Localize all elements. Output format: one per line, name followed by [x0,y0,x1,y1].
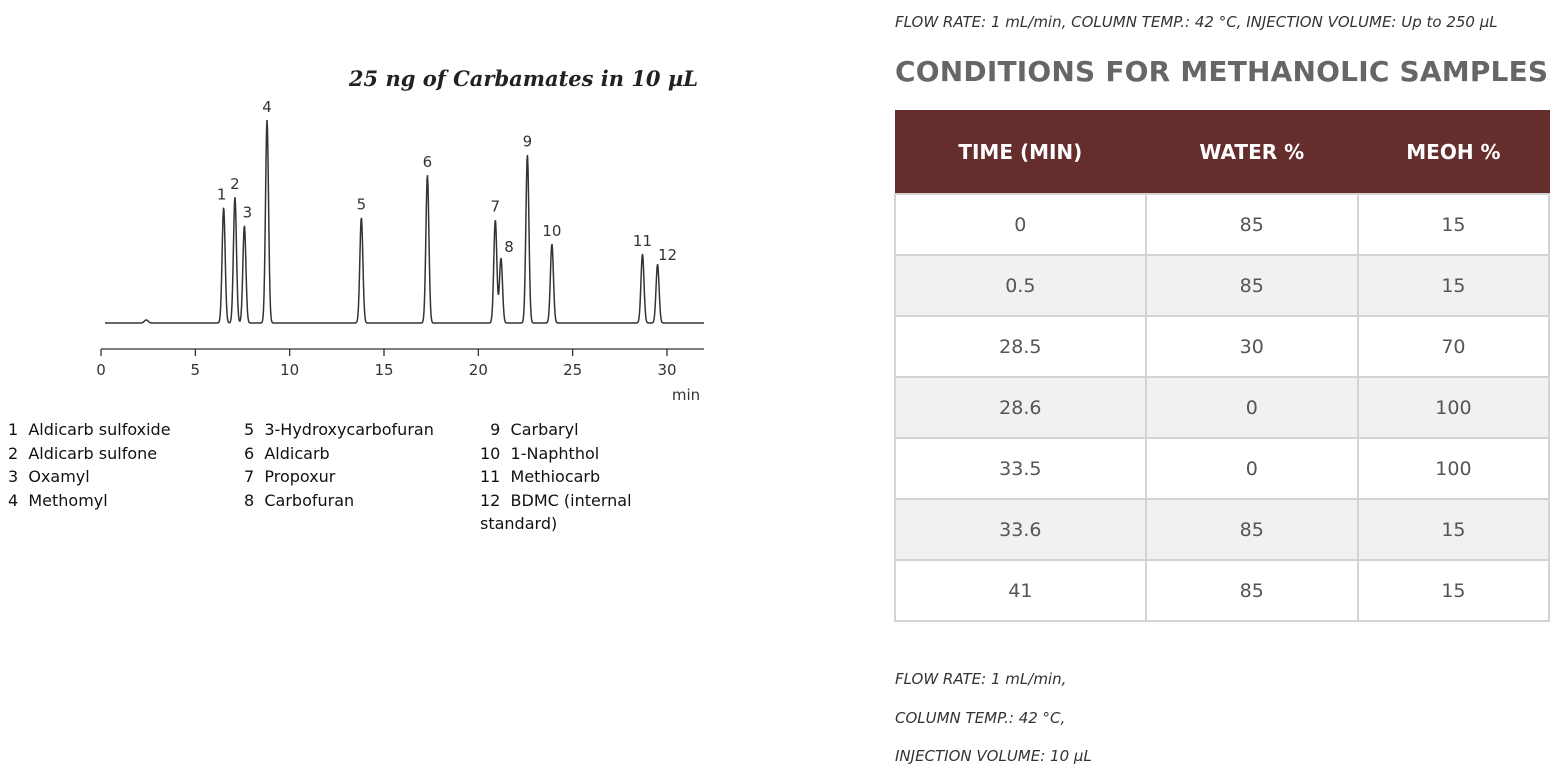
peak-label: 3 [243,204,253,222]
table-cell: 85 [1144,193,1359,256]
table-header-row: TIME (MIN) WATER % MEOH % [894,110,1550,195]
section-title: CONDITIONS FOR METHANOLIC SAMPLES [895,55,1549,88]
table-cell: 30 [1144,315,1359,378]
table-cell: 70 [1356,315,1551,378]
table-cell: 0 [1144,376,1359,439]
peak-label: 7 [491,197,501,215]
column-header-time: TIME (MIN) [894,110,1147,195]
legend-item: 9 Carbaryl [480,420,579,439]
legend-item: 12 BDMC (internal standard) [480,490,637,534]
column-header-meoh: MEOH % [1357,110,1550,195]
table-cell: 85 [1144,498,1359,561]
table-cell: 0 [894,193,1147,256]
table-cell: 0.5 [894,254,1147,317]
table-cell: 28.5 [894,315,1147,378]
peak-label: 12 [658,246,677,264]
peak-label: 9 [523,133,533,151]
x-tick-label: 30 [657,361,676,379]
table-row: 28.6 0 100 [894,376,1551,439]
legend-item: 10 1-Naphthol [480,443,600,463]
peak-label: 1 [217,185,227,203]
table-row: 28.5 30 70 [894,315,1551,378]
peak-label: 11 [633,232,652,250]
table-row: 41 85 15 [894,559,1551,622]
gradient-table: TIME (MIN) WATER % MEOH % 0 85 15 0.5 85 15 28… [894,110,1551,622]
x-tick-label: 5 [191,361,201,379]
legend-item: 8 Carbofuran [244,490,355,510]
chromatogram-chart: 25 ng of Carbamates in 10 µL 12345678910… [96,66,704,404]
peak-label: 5 [357,195,367,213]
peak-label: 10 [542,222,561,240]
table-cell: 100 [1356,437,1551,500]
x-tick-label: 10 [280,361,299,379]
table-cell: 15 [1356,254,1551,317]
legend-column-3: 9 Carbaryl 10 1-Naphthol 11 Methiocarb 12 B… [480,418,670,536]
x-axis-label: min [672,386,700,404]
x-tick-label: 20 [469,361,488,379]
peak-label: 2 [230,175,240,193]
table-cell: 15 [1356,559,1551,622]
table-row: 33.5 0 100 [894,437,1551,500]
column-header-water: WATER % [1145,110,1359,195]
table-cell: 100 [1356,376,1551,439]
legend-item: 7 Propoxur [244,467,336,486]
legend-column-2: 5 3-Hydroxycarbofuran 6 Aldicarb 7 Propoxu… [244,418,434,512]
x-tick-label: 0 [96,361,106,379]
table-cell: 85 [1144,254,1359,317]
column-temp-note: COLUMN TEMP.: 42 °C, [895,709,1066,727]
table-cell: 15 [1356,193,1551,256]
legend-item: 2 Aldicarb sulfone [8,443,158,463]
table-cell: 85 [1144,559,1359,622]
legend-item: 5 3-Hydroxycarbofuran [244,420,434,439]
x-tick-label: 25 [563,361,582,379]
peak-label: 8 [504,238,514,256]
table-cell: 0 [1144,437,1359,500]
table-cell: 28.6 [894,376,1147,439]
table-cell: 41 [894,559,1147,622]
legend-item: 3 Oxamyl [8,467,90,486]
table-row: 0.5 85 15 [894,254,1551,317]
legend-column-1: 1 Aldicarb sulfoxide 2 Aldicarb sulfone 3 … [8,418,171,512]
legend-item: 4 Methomyl [8,490,108,510]
chromatogram-trace [105,119,704,324]
legend-item: 11 Methiocarb [480,467,601,486]
peak-label: 6 [423,153,433,171]
table-row: 33.6 85 15 [894,498,1551,561]
table-cell: 15 [1356,498,1551,561]
table-cell: 33.6 [894,498,1147,561]
legend-item: 6 Aldicarb [244,443,330,463]
table-row: 0 85 15 [894,193,1551,256]
injection-volume-note: INJECTION VOLUME: 10 µL [895,747,1092,765]
flow-rate-note: FLOW RATE: 1 mL/min, [895,670,1067,688]
x-tick-label: 15 [374,361,393,379]
legend-item: 1 Aldicarb sulfoxide [8,420,171,439]
peak-label: 4 [262,98,272,116]
chart-title: 25 ng of Carbamates in 10 µL [348,66,698,91]
table-cell: 33.5 [894,437,1147,500]
top-conditions-note: FLOW RATE: 1 mL/min, COLUMN TEMP.: 42 °C… [895,13,1498,31]
